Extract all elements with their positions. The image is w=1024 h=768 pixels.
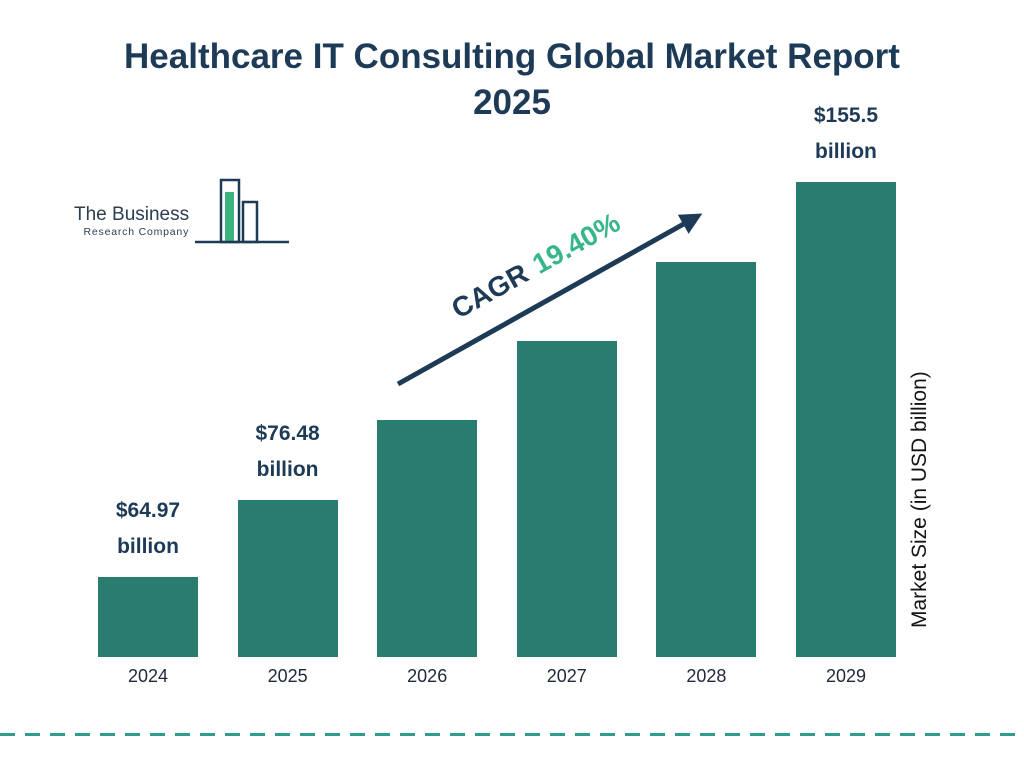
- x-tick-label-2028: 2028: [686, 666, 727, 686]
- category-row: 2024 2025 2026 2027 2028 2029: [98, 666, 896, 687]
- company-logo: The Business Research Company: [74, 178, 291, 248]
- company-logo-text: The Business Research Company: [74, 204, 190, 248]
- bar-column-2028: [656, 182, 757, 657]
- bar-column-2027: [516, 182, 617, 657]
- bar-column-2025: $76.48 billion: [237, 182, 338, 657]
- x-tick-label-2027: 2027: [546, 666, 587, 686]
- x-tick-label-2029: 2029: [825, 666, 866, 686]
- bar-value-label-2025: $76.48 billion: [255, 421, 320, 481]
- bar-column-2024: $64.97 billion: [98, 182, 198, 657]
- page-title: Healthcare IT Consulting Global Market R…: [124, 37, 900, 123]
- x-tick-label-2024: 2024: [127, 666, 169, 686]
- bar-2024: [98, 577, 198, 657]
- bar-column-2029: $155.5 billion: [795, 104, 896, 657]
- y-axis-label: Market Size (in USD billion): [908, 371, 931, 629]
- bottom-dashed-divider: [0, 733, 1024, 736]
- logo-bar-chart-icon: [195, 178, 290, 244]
- bar-value-label-2029: $155.5 billion: [813, 103, 879, 163]
- bar-2025: [237, 500, 338, 657]
- logo-name: The Business: [74, 204, 190, 226]
- bar-column-2026: [377, 182, 478, 657]
- bar-2028: [656, 262, 757, 657]
- x-tick-label-2026: 2026: [407, 666, 448, 686]
- logo-subtitle: Research Company: [83, 226, 190, 238]
- bar-2027: [516, 341, 617, 657]
- bar-2026: [377, 420, 478, 657]
- bar-2029: [795, 182, 896, 657]
- bar-chart: $64.97 billion $76.48 billion $155.5 billion: [98, 104, 896, 657]
- x-tick-label-2025: 2025: [267, 666, 308, 686]
- bar-value-label-2024: $64.97 billion: [115, 498, 181, 558]
